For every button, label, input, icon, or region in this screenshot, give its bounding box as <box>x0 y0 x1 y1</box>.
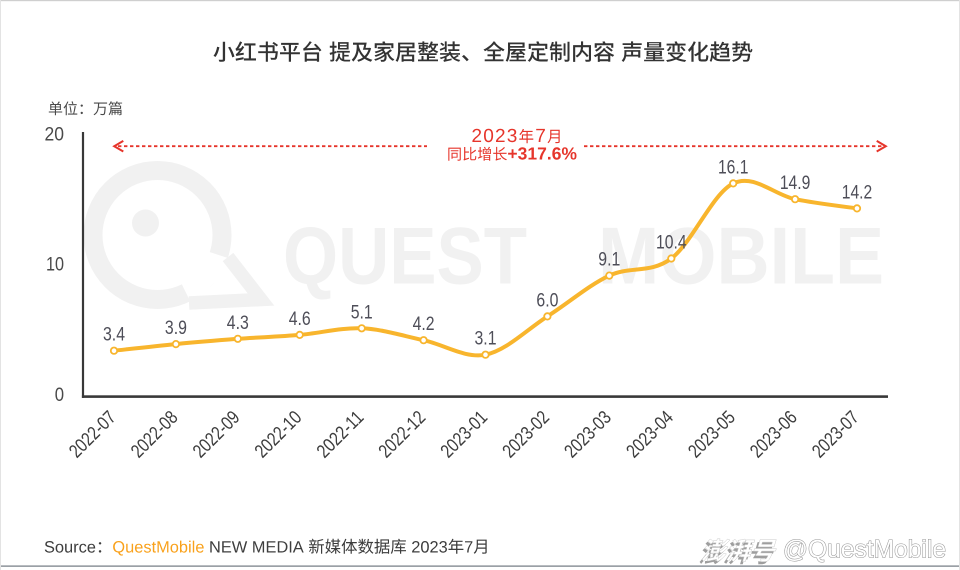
svg-text:3.4: 3.4 <box>103 325 125 346</box>
svg-text:10: 10 <box>46 255 64 276</box>
svg-text:4.2: 4.2 <box>413 314 435 335</box>
svg-text:9.1: 9.1 <box>598 250 620 271</box>
svg-text:0: 0 <box>55 385 64 406</box>
svg-text:3.1: 3.1 <box>475 329 497 350</box>
svg-text:14.9: 14.9 <box>780 173 811 194</box>
svg-text:3.9: 3.9 <box>165 318 187 339</box>
svg-text:20: 20 <box>45 125 65 146</box>
svg-text:14.2: 14.2 <box>842 182 873 203</box>
svg-text:QUEST: QUEST <box>283 212 527 302</box>
svg-text:MOBILE: MOBILE <box>598 212 884 302</box>
svg-text:4.3: 4.3 <box>227 313 249 334</box>
svg-text:5.1: 5.1 <box>351 302 373 323</box>
svg-text:6.0: 6.0 <box>536 290 558 311</box>
svg-text:@QuestMobile: @QuestMobile <box>783 537 946 564</box>
svg-text:10.4: 10.4 <box>656 233 687 254</box>
svg-text:4.6: 4.6 <box>289 309 311 330</box>
svg-text:16.1: 16.1 <box>718 157 749 178</box>
